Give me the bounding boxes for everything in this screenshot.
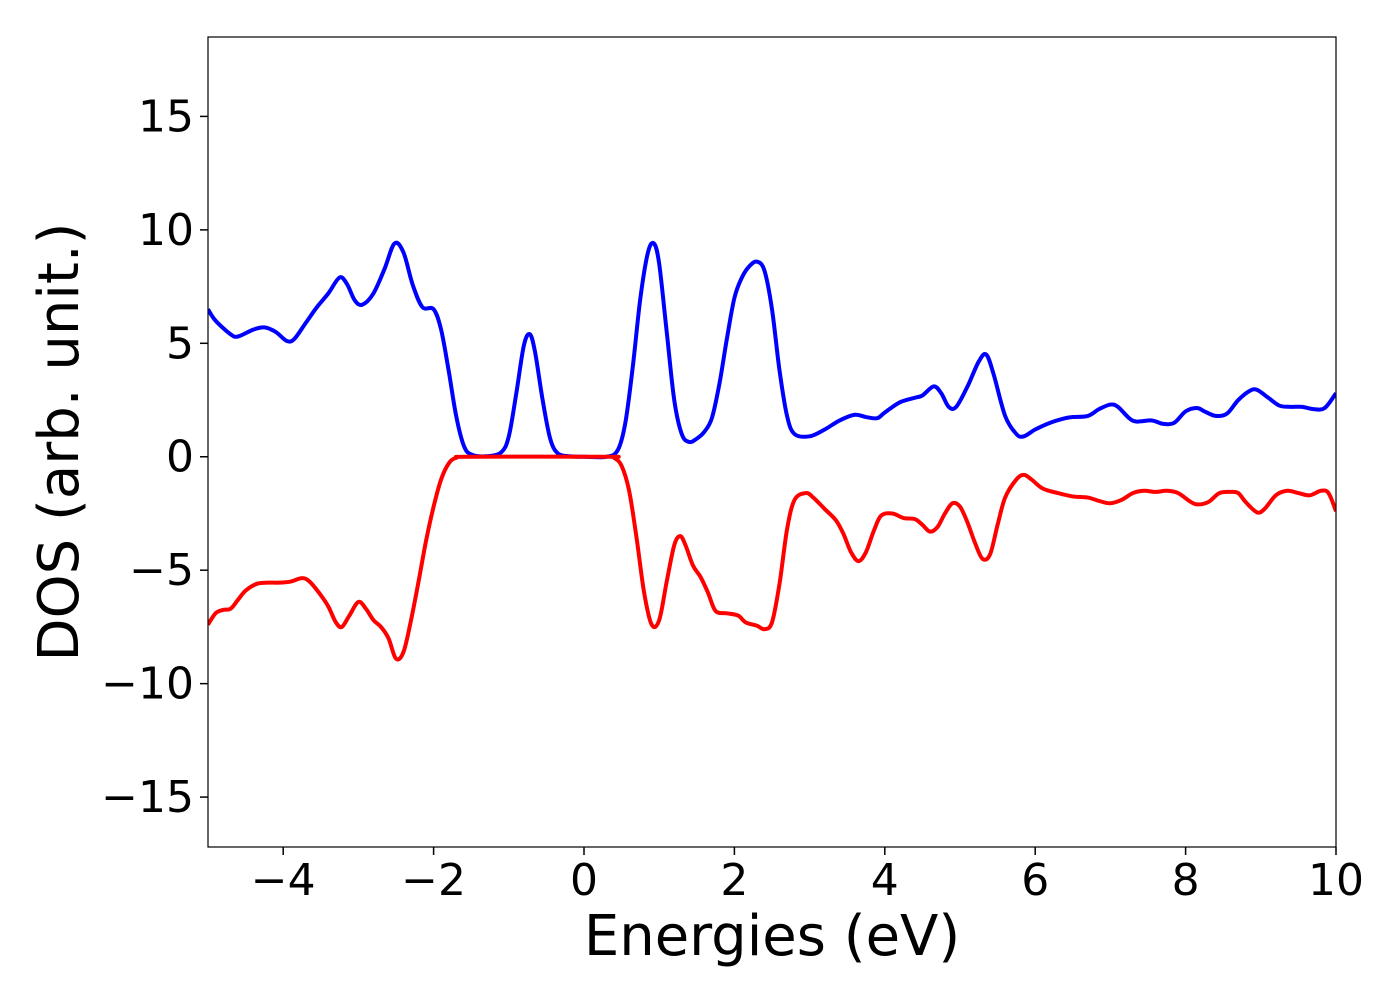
y-tick-label: −10 <box>101 659 194 710</box>
x-tick-label: 4 <box>871 855 899 906</box>
x-tick-label: −4 <box>251 855 316 906</box>
x-tick-label: 2 <box>720 855 748 906</box>
y-tick-label: 10 <box>138 205 194 256</box>
x-tick-label: −2 <box>401 855 466 906</box>
series-line-upper <box>208 240 1336 460</box>
x-axis-label: Energies (eV) <box>584 904 960 969</box>
y-tick-label: 5 <box>166 318 194 369</box>
plot-frame <box>207 36 1337 848</box>
x-tick-label: 0 <box>570 855 598 906</box>
y-tick-label: 0 <box>166 432 194 483</box>
y-tick-label: −5 <box>129 545 194 596</box>
y-axis-label: DOS (arb. unit.) <box>27 222 92 661</box>
x-tick-label: 8 <box>1172 855 1200 906</box>
series-line-lower <box>208 454 1336 662</box>
x-tick-label: 10 <box>1308 855 1364 906</box>
y-tick-label: −15 <box>101 772 194 823</box>
plot-area <box>208 240 1336 662</box>
y-tick-label: 15 <box>138 91 194 142</box>
x-tick-label: 6 <box>1021 855 1049 906</box>
x-axis: −4 −2 0 2 4 6 8 10 <box>251 847 1364 906</box>
y-axis: −15 −10 −5 0 5 10 15 <box>101 91 208 823</box>
